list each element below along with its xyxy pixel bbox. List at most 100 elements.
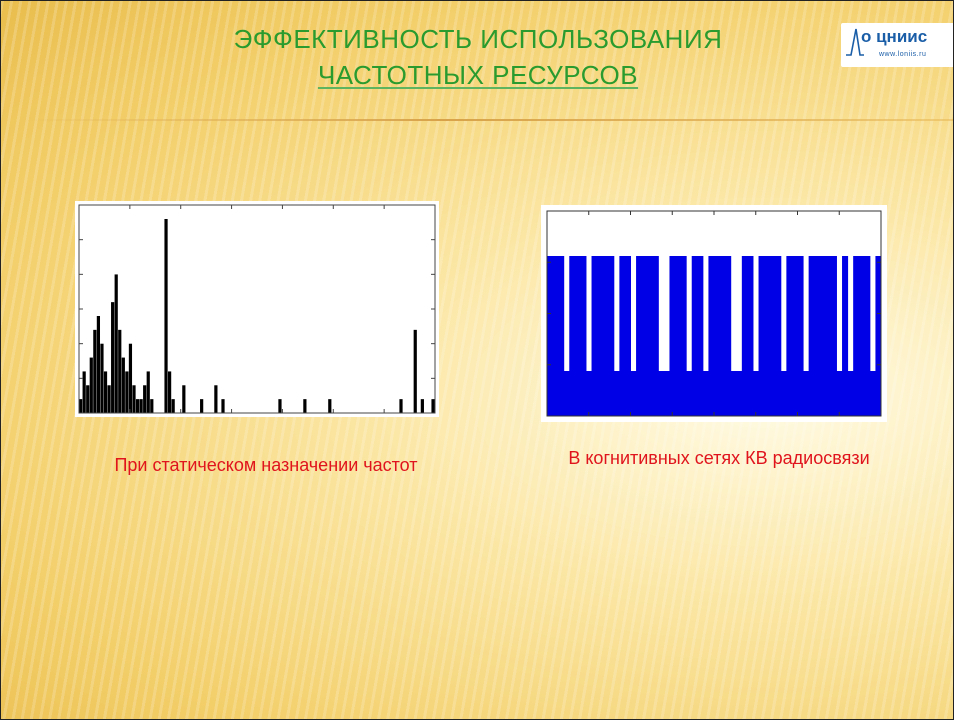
logo-wave-icon bbox=[846, 28, 864, 56]
occupancy-bar bbox=[697, 256, 704, 416]
occupancy-bar bbox=[669, 256, 676, 416]
logo: о цниис www.loniis.ru bbox=[841, 23, 953, 67]
occupancy-bar bbox=[875, 256, 882, 416]
occupancy-bar bbox=[775, 256, 782, 416]
occupancy-bar bbox=[864, 256, 871, 416]
occupancy-bar bbox=[736, 371, 743, 416]
occupancy-bar bbox=[552, 256, 559, 416]
occupancy-bar bbox=[663, 371, 670, 416]
spectrum-bar bbox=[82, 371, 86, 413]
occupancy-bar bbox=[597, 256, 604, 416]
occupancy-bar bbox=[714, 256, 721, 416]
spectrum-bar bbox=[399, 399, 403, 413]
occupancy-bar bbox=[619, 256, 626, 416]
occupancy-bar bbox=[825, 256, 832, 416]
occupancy-bar bbox=[752, 371, 760, 416]
occupancy-bar bbox=[791, 256, 798, 416]
static-spectrum-bars bbox=[79, 219, 435, 413]
spectrum-bar bbox=[143, 385, 147, 413]
spectrum-bar bbox=[135, 399, 140, 413]
occupancy-bar bbox=[858, 256, 865, 416]
occupancy-bar bbox=[580, 256, 587, 416]
spectrum-bar bbox=[164, 219, 168, 413]
spectrum-bar bbox=[103, 371, 108, 413]
spectrum-bar bbox=[182, 385, 186, 413]
spectrum-bar bbox=[114, 274, 118, 413]
title-divider bbox=[21, 119, 953, 121]
occupancy-bar bbox=[624, 256, 631, 416]
spectrum-bar bbox=[171, 399, 175, 413]
spectrum-bar bbox=[125, 371, 129, 413]
spectrum-bar bbox=[89, 357, 93, 413]
occupancy-bar bbox=[585, 371, 593, 416]
occupancy-bar bbox=[830, 256, 837, 416]
occupancy-bar bbox=[803, 371, 810, 416]
occupancy-bar bbox=[808, 256, 815, 416]
occupancy-bar bbox=[574, 256, 581, 416]
occupancy-bar bbox=[758, 256, 765, 416]
occupancy-bar bbox=[836, 371, 843, 416]
spectrum-bar bbox=[118, 329, 122, 413]
spectrum-bar bbox=[431, 399, 435, 413]
occupancy-bar bbox=[842, 256, 849, 416]
spectrum-bar bbox=[139, 399, 143, 413]
spectrum-bar bbox=[278, 399, 282, 413]
spectrum-bar bbox=[128, 343, 133, 413]
title-line-2: ЧАСТОТНЫХ РЕСУРСОВ bbox=[317, 60, 639, 90]
cognitive-spectrum-svg bbox=[546, 210, 882, 417]
cognitive-occupancy-bars bbox=[547, 256, 882, 416]
spectrum-bar bbox=[79, 399, 83, 413]
occupancy-bar bbox=[747, 256, 754, 416]
occupancy-bar bbox=[786, 256, 793, 416]
occupancy-bar bbox=[691, 256, 698, 416]
spectrum-bar bbox=[200, 399, 204, 413]
occupancy-bar bbox=[636, 256, 643, 416]
occupancy-bar bbox=[819, 256, 826, 416]
spectrum-bar bbox=[86, 385, 90, 413]
title-line-1: ЭФФЕКТИВНОСТЬ ИСПОЛЬЗОВАНИЯ bbox=[233, 24, 723, 54]
occupancy-bar bbox=[702, 371, 709, 416]
spectrum-bar bbox=[150, 399, 154, 413]
logo-text: о цниис bbox=[861, 27, 928, 46]
caption-cognitive: В когнитивных сетях КВ радиосвязи bbox=[568, 448, 870, 468]
spectrum-bar bbox=[420, 399, 424, 413]
occupancy-bar bbox=[563, 371, 570, 416]
spectrum-bar bbox=[221, 399, 225, 413]
logo-url: www.loniis.ru bbox=[879, 51, 927, 58]
occupancy-bar bbox=[558, 256, 565, 416]
spectrum-bar bbox=[107, 385, 111, 413]
occupancy-bar bbox=[730, 371, 737, 416]
spectrum-bar bbox=[328, 399, 332, 413]
spectrum-bar bbox=[111, 302, 115, 413]
spectrum-bar bbox=[121, 357, 125, 413]
occupancy-bar bbox=[853, 256, 860, 416]
occupancy-bar bbox=[741, 256, 748, 416]
occupancy-bar bbox=[719, 256, 726, 416]
spectrum-bar bbox=[146, 371, 150, 413]
occupancy-bar bbox=[675, 256, 682, 416]
spectrum-bar bbox=[93, 329, 97, 413]
spectrum-bar bbox=[100, 343, 104, 413]
spectrum-bar bbox=[214, 385, 218, 413]
spectrum-bar bbox=[413, 329, 417, 413]
spectrum-bar bbox=[168, 371, 172, 413]
occupancy-bar bbox=[647, 256, 654, 416]
occupancy-bar bbox=[769, 256, 776, 416]
occupancy-bar bbox=[708, 256, 715, 416]
occupancy-bar bbox=[869, 371, 876, 416]
occupancy-bar bbox=[630, 371, 637, 416]
occupancy-bar bbox=[608, 256, 615, 416]
occupancy-bar bbox=[602, 256, 609, 416]
occupancy-bar bbox=[547, 256, 554, 416]
plot-frame bbox=[78, 204, 436, 414]
occupancy-bar bbox=[652, 256, 659, 416]
occupancy-bar bbox=[641, 256, 648, 416]
occupancy-bar bbox=[780, 371, 787, 416]
caption-static: При статическом назначении частот bbox=[114, 455, 418, 475]
occupancy-bar bbox=[797, 256, 804, 416]
cognitive-spectrum-chart bbox=[541, 205, 887, 422]
spectrum-bar bbox=[96, 316, 101, 413]
occupancy-bar bbox=[569, 256, 576, 416]
slide-title: ЭФФЕКТИВНОСТЬ ИСПОЛЬЗОВАНИЯ ЧАСТОТНЫХ РЕ… bbox=[1, 21, 953, 93]
